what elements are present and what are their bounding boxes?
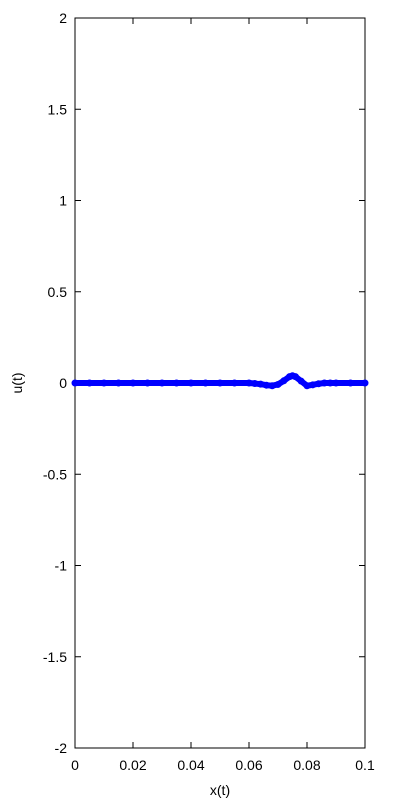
data-point bbox=[347, 379, 354, 387]
x-tick-label: 0.02 bbox=[119, 757, 146, 773]
data-point bbox=[216, 379, 224, 387]
data-point bbox=[303, 382, 311, 390]
data-point bbox=[231, 379, 238, 387]
data-point bbox=[297, 377, 305, 385]
y-tick-label: 0.5 bbox=[48, 284, 68, 300]
data-point bbox=[144, 379, 151, 387]
y-tick-label: -1 bbox=[55, 558, 68, 574]
data-point bbox=[100, 379, 108, 387]
y-tick-label: -1.5 bbox=[43, 649, 67, 665]
data-point bbox=[158, 379, 166, 387]
data-point bbox=[245, 379, 253, 387]
data-point bbox=[274, 380, 282, 388]
y-tick-label: 0 bbox=[59, 375, 67, 391]
data-point bbox=[291, 373, 299, 381]
data-point bbox=[268, 382, 276, 390]
y-tick-label: 2 bbox=[59, 10, 67, 26]
data-point bbox=[280, 377, 288, 385]
x-tick-label: 0.04 bbox=[177, 757, 204, 773]
x-tick-labels: 0 0.02 0.04 0.06 0.08 0.1 bbox=[71, 757, 375, 773]
data-point bbox=[262, 381, 270, 389]
series-layer bbox=[71, 372, 369, 390]
data-point bbox=[315, 380, 323, 388]
data-point bbox=[173, 379, 180, 387]
data-point bbox=[309, 381, 317, 389]
data-point bbox=[129, 379, 137, 387]
x-axis-title: x(t) bbox=[210, 782, 230, 798]
data-point bbox=[361, 379, 369, 387]
y-tick-label: -2 bbox=[55, 740, 68, 756]
data-point bbox=[251, 380, 259, 388]
data-point bbox=[71, 379, 79, 387]
x-tick-label: 0.1 bbox=[355, 757, 375, 773]
y-tick-label: 1.5 bbox=[48, 101, 68, 117]
data-point bbox=[187, 379, 195, 387]
x-tick-label: 0.06 bbox=[235, 757, 262, 773]
y-tick-label: -0.5 bbox=[43, 466, 67, 482]
data-point bbox=[326, 379, 334, 387]
data-point bbox=[257, 380, 265, 388]
data-point bbox=[332, 379, 340, 387]
data-point bbox=[320, 379, 328, 387]
y-axis-title: u(t) bbox=[9, 373, 25, 394]
data-point bbox=[202, 379, 209, 387]
y-tick-label: 1 bbox=[59, 193, 67, 209]
data-point bbox=[86, 379, 93, 387]
x-tick-label: 0.08 bbox=[293, 757, 320, 773]
data-point bbox=[115, 379, 122, 387]
x-tick-label: 0 bbox=[71, 757, 79, 773]
y-tick-labels: 2 1.5 1 0.5 0 -0.5 -1 -1.5 -2 bbox=[43, 10, 67, 756]
